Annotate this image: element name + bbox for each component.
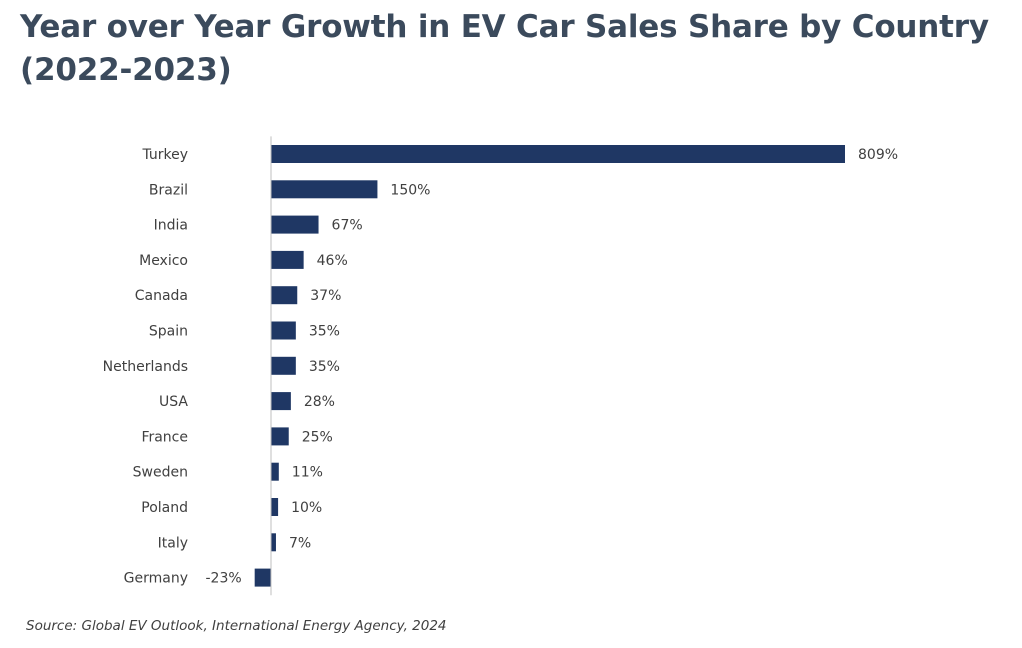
category-label-france: France — [141, 429, 188, 445]
data-label-france: 25% — [302, 429, 333, 445]
data-label-sweden: 11% — [292, 465, 323, 481]
data-label-brazil: 150% — [390, 182, 430, 198]
bar-france — [271, 427, 289, 446]
bar-netherlands — [271, 356, 296, 375]
category-label-canada: Canada — [135, 288, 188, 304]
category-label-brazil: Brazil — [149, 182, 188, 198]
data-label-italy: 7% — [289, 535, 311, 551]
category-label-usa: USA — [159, 394, 188, 410]
bar-brazil — [271, 180, 378, 199]
data-label-poland: 10% — [291, 500, 322, 516]
data-label-netherlands: 35% — [309, 359, 340, 375]
labels-layer: Turkey 809% Brazil 150% India 67% Mexico 46% Can… — [103, 147, 898, 587]
bar-sweden — [271, 462, 279, 481]
bar-italy — [271, 533, 276, 552]
bar-germany — [254, 568, 271, 587]
page-title: Year over Year Growth in EV Car Sales Sh… — [20, 9, 989, 88]
category-label-netherlands: Netherlands — [103, 359, 188, 375]
bar-poland — [271, 498, 279, 516]
category-label-india: India — [154, 218, 188, 234]
bar-canada — [271, 286, 298, 305]
data-label-germany: -23% — [206, 571, 242, 587]
bars-layer — [254, 145, 845, 587]
category-label-germany: Germany — [124, 571, 188, 587]
bar-usa — [271, 392, 291, 411]
data-label-usa: 28% — [304, 394, 335, 410]
data-label-india: 67% — [332, 218, 363, 234]
category-label-mexico: Mexico — [139, 253, 188, 269]
source-note: Source: Global EV Outlook, International… — [26, 618, 447, 634]
data-label-spain: 35% — [309, 324, 340, 340]
bar-spain — [271, 321, 296, 340]
bar-mexico — [271, 250, 304, 269]
data-label-canada: 37% — [310, 288, 341, 304]
bar-turkey — [271, 145, 845, 163]
category-label-turkey: Turkey — [141, 147, 188, 163]
category-label-poland: Poland — [141, 500, 188, 516]
category-label-italy: Italy — [158, 535, 188, 551]
data-label-mexico: 46% — [317, 253, 348, 269]
bar-india — [271, 215, 319, 234]
category-label-sweden: Sweden — [133, 465, 188, 481]
data-label-turkey: 809% — [858, 147, 898, 163]
category-label-spain: Spain — [149, 324, 188, 340]
